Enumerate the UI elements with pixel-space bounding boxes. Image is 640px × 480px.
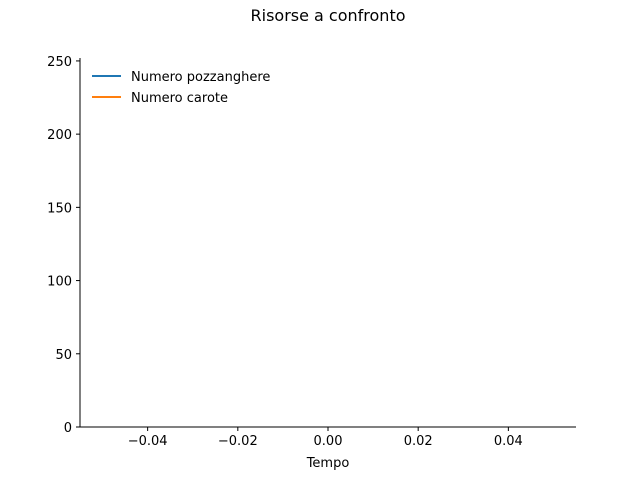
x-tick-label: 0.04 xyxy=(494,434,523,449)
y-tick-label: 150 xyxy=(47,201,72,216)
y-tick-label: 200 xyxy=(47,128,72,143)
x-tick-label: −0.02 xyxy=(218,434,258,449)
chart-title: Risorse a confronto xyxy=(251,6,406,25)
x-axis-label: Tempo xyxy=(306,456,350,471)
ticks-layer: −0.04 −0.02 0.00 0.02 0.04 0 50 100 150 200 250 xyxy=(47,55,523,449)
legend-label: Numero pozzanghere xyxy=(131,70,270,85)
plot-area: −0.04 −0.02 0.00 0.02 0.04 0 50 100 150 200 250 xyxy=(47,55,576,449)
x-tick-label: 0.02 xyxy=(404,434,433,449)
legend: Numero pozzanghere Numero carote xyxy=(92,70,270,106)
x-tick-label: −0.04 xyxy=(128,434,168,449)
y-tick-label: 100 xyxy=(47,275,72,290)
y-tick-label: 0 xyxy=(64,421,72,436)
legend-label: Numero carote xyxy=(131,91,228,106)
x-tick-label: 0.00 xyxy=(314,434,343,449)
y-tick-label: 50 xyxy=(55,348,72,363)
y-tick-label: 250 xyxy=(47,55,72,70)
